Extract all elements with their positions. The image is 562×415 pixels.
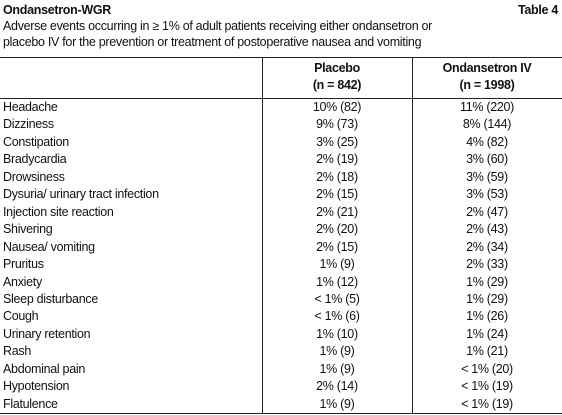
- subtitle: placebo IV for the prevention or treatme…: [3, 35, 422, 49]
- cell: 1% (9): [319, 344, 355, 359]
- cell: 8% (144): [462, 117, 512, 132]
- cell: 1% (24): [466, 326, 508, 341]
- cell: 1% (21): [466, 344, 508, 359]
- cell: 1% (10): [316, 326, 358, 341]
- cell: < 1% (19): [461, 379, 513, 394]
- row-label: Nausea/ vomiting: [3, 239, 95, 254]
- row-label: Headache: [3, 100, 58, 114]
- column-header: Placebo: [314, 61, 360, 75]
- row-label: Hypotension: [3, 379, 70, 394]
- cell: < 1% (20): [461, 361, 513, 376]
- row-label: Abdominal pain: [3, 361, 85, 376]
- cell: 1% (9): [319, 396, 355, 411]
- cell: 2% (43): [466, 222, 508, 237]
- cell: 1% (12): [316, 274, 358, 289]
- cell: 3% (60): [466, 152, 508, 167]
- cell: 1% (9): [319, 361, 355, 376]
- cell: 2% (19): [316, 152, 358, 167]
- row-label: Injection site reaction: [3, 204, 114, 219]
- column-header: Ondansetron IV: [442, 61, 532, 75]
- cell: 1% (9): [319, 257, 355, 272]
- row-label: Sleep disturbance: [3, 291, 98, 306]
- cell: 2% (18): [316, 169, 358, 184]
- cell: < 1% (6): [314, 309, 360, 324]
- row-label: Rash: [3, 344, 31, 359]
- cell: 2% (47): [466, 204, 508, 219]
- rule: [0, 98, 562, 99]
- subtitle: Adverse events occurring in ≥ 1% of adul…: [3, 19, 433, 33]
- row-label: Dysuria/ urinary tract infection: [3, 187, 159, 202]
- cell: 2% (20): [316, 222, 358, 237]
- cell: 2% (33): [466, 257, 508, 272]
- row-label: Pruritus: [3, 257, 44, 272]
- rule: [0, 413, 562, 414]
- cell: 3% (25): [316, 134, 358, 149]
- row-label: Anxiety: [3, 274, 42, 289]
- divider: [262, 57, 263, 414]
- row-label: Shivering: [3, 222, 53, 237]
- rule: [0, 57, 562, 58]
- cell: 2% (15): [316, 239, 358, 254]
- row-label: Dizziness: [3, 117, 54, 132]
- row-label: Drowsiness: [3, 169, 65, 184]
- cell: 2% (21): [316, 204, 358, 219]
- cell: 3% (53): [466, 187, 508, 202]
- cell: < 1% (5): [314, 291, 360, 306]
- row-label: Constipation: [3, 134, 69, 149]
- row-label: Urinary retention: [3, 326, 91, 341]
- cell: 9% (73): [316, 117, 358, 132]
- cell: 3% (59): [466, 169, 508, 184]
- cell: 2% (14): [316, 379, 358, 394]
- row-label: Cough: [3, 309, 39, 324]
- cell: 11% (220): [459, 100, 515, 114]
- cell: 2% (15): [316, 187, 358, 202]
- cell: < 1% (19): [461, 396, 513, 411]
- table-label: Table 4: [517, 3, 558, 17]
- cell: 4% (82): [466, 134, 508, 149]
- cell: 1% (26): [466, 309, 508, 324]
- column-n: (n = 842): [312, 78, 362, 92]
- cell: 2% (34): [466, 239, 508, 254]
- divider: [412, 57, 413, 414]
- cell: 1% (29): [466, 274, 508, 289]
- column-n: (n = 1998): [459, 78, 515, 92]
- title: Ondansetron-WGR: [3, 3, 111, 17]
- row-label: Bradycardia: [3, 152, 67, 167]
- row-label: Flatulence: [3, 396, 58, 411]
- cell: 10% (82): [312, 100, 362, 114]
- cell: 1% (29): [466, 291, 508, 306]
